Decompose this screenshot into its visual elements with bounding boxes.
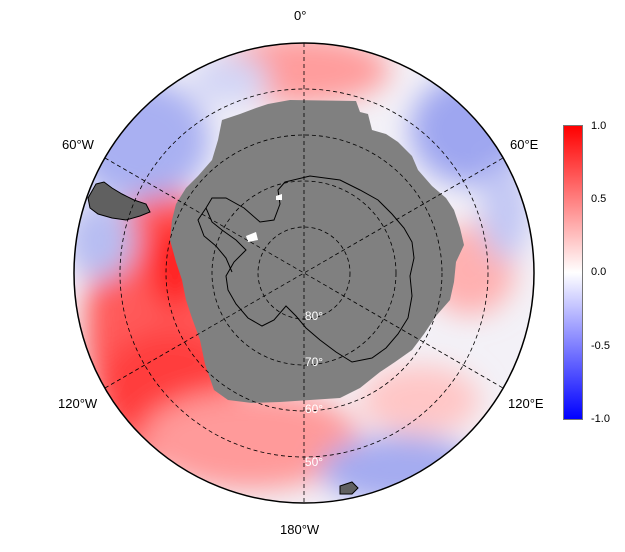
antarctic-coastline — [205, 175, 415, 363]
meridian-label-180w: 180°W — [280, 522, 320, 537]
anomaly-field — [74, 43, 534, 503]
land-mask — [170, 100, 464, 403]
colorbar-tick: 0.0 — [591, 266, 607, 278]
colorbar-tick: 0.5 — [591, 193, 607, 205]
colorbar-tick: -0.5 — [591, 340, 610, 352]
graticule — [104, 43, 504, 503]
meridian-label-0: 0° — [294, 8, 307, 23]
meridian-label-120w: 120°W — [58, 396, 98, 411]
lat-label-60: 60° — [305, 402, 323, 416]
south-america-landmass — [87, 181, 151, 221]
colorbar — [563, 125, 583, 420]
meridian-label-60e: 60°E — [510, 137, 539, 152]
lat-label-50: 50° — [305, 455, 323, 469]
meridian-label-60w: 60°W — [62, 137, 94, 152]
meridian-label-120e: 120°E — [508, 396, 544, 411]
colorbar-tick: 1.0 — [591, 120, 607, 132]
colorbar-tick: -1.0 — [591, 413, 610, 425]
lat-label-70: 70° — [305, 355, 323, 369]
lat-label-80: 80° — [305, 309, 323, 323]
map-boundary — [73, 42, 535, 504]
